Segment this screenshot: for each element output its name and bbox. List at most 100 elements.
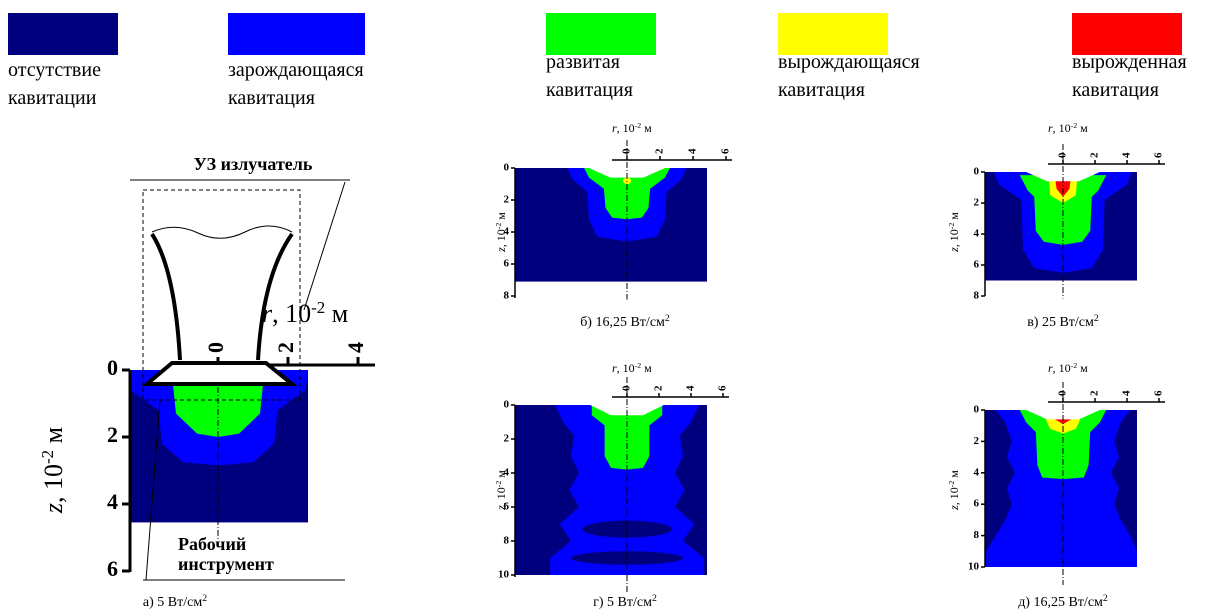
z-tick-label: 0 bbox=[974, 404, 980, 416]
r-tick-label: 4 bbox=[685, 385, 697, 391]
z-tick-label: 2 bbox=[504, 194, 510, 206]
caption-sup: 2 bbox=[202, 593, 207, 604]
legend-swatch bbox=[778, 13, 888, 55]
legend-label: кавитация bbox=[778, 79, 865, 101]
z-tick-label: 6 bbox=[974, 259, 980, 271]
figure: отсутствие кавитации зарождающаяся кавитаци… bbox=[0, 0, 1226, 616]
z-axis-label: z, 10-2 м bbox=[947, 470, 962, 511]
tool-label: Рабочий bbox=[178, 534, 246, 554]
r-axis-label: r, 10-2 м bbox=[612, 361, 652, 376]
z-tick-label: 4 bbox=[974, 228, 980, 240]
z-tick-label: 2 bbox=[974, 435, 980, 447]
r-tick-label: 4 bbox=[1121, 390, 1133, 396]
panel-caption: г) 5 Вт/см2 bbox=[593, 593, 657, 611]
legend-swatch bbox=[1072, 13, 1182, 55]
contour-plot bbox=[985, 410, 1137, 567]
z-tick-label: 4 bbox=[107, 489, 118, 514]
caption-text: д) 16,25 Вт/см bbox=[1018, 595, 1103, 610]
legend-label: вырожденная bbox=[1072, 51, 1187, 73]
caption-sup: 2 bbox=[1103, 593, 1108, 604]
axis-text: , 10 bbox=[947, 487, 961, 505]
legend-label: развитая bbox=[546, 51, 620, 73]
legend-swatch bbox=[8, 13, 118, 55]
r-tick-label: 2 bbox=[654, 148, 666, 154]
r-tick-label: 6 bbox=[1153, 390, 1165, 396]
r-tick-label: 4 bbox=[343, 342, 368, 353]
horn-right bbox=[258, 234, 292, 360]
legend-label: кавитация bbox=[1072, 79, 1159, 101]
axis-text: , 10 bbox=[494, 487, 508, 505]
r-tick-label: 6 bbox=[717, 385, 729, 391]
axis-text: , 10 bbox=[1053, 361, 1071, 375]
caption-text: б) 16,25 Вт/см bbox=[580, 315, 665, 330]
horn-flange bbox=[147, 363, 292, 384]
axis-text: , 10 bbox=[494, 229, 508, 247]
tool-label: инструмент bbox=[178, 554, 274, 574]
r-axis-label: r, 10-2 м bbox=[262, 298, 348, 329]
z-axis-label: z, 10-2 м bbox=[494, 212, 509, 253]
r-tick-label: 2 bbox=[1089, 152, 1101, 158]
axis-unit: м bbox=[947, 212, 961, 223]
panel-caption: в) 25 Вт/см2 bbox=[1027, 313, 1099, 331]
z-tick-label: 8 bbox=[504, 290, 510, 302]
legend-label: кавитация bbox=[546, 79, 633, 101]
z-tick-label: 0 bbox=[107, 355, 118, 380]
r-tick-label: 6 bbox=[1153, 152, 1165, 158]
legend-label: отсутствие bbox=[8, 59, 101, 81]
r-tick-label: 2 bbox=[653, 385, 665, 391]
caption-sup: 2 bbox=[652, 593, 657, 604]
callout bbox=[304, 182, 345, 310]
panel-caption: д) 16,25 Вт/см2 bbox=[1018, 593, 1108, 611]
axis-text: , 10 bbox=[947, 229, 961, 247]
axis-unit: м bbox=[494, 212, 508, 223]
contour-plot bbox=[515, 405, 707, 575]
panel-caption: а) 5 Вт/см2 bbox=[143, 593, 207, 611]
z-tick-label: 2 bbox=[504, 433, 510, 445]
z-axis-label: z, 10-2 м bbox=[494, 470, 509, 511]
z-tick-label: 10 bbox=[498, 569, 510, 581]
z-tick-label: 0 bbox=[504, 162, 510, 174]
contour-plot bbox=[515, 168, 707, 282]
axis-unit: м bbox=[947, 470, 961, 481]
z-tick-label: 2 bbox=[107, 422, 118, 447]
caption-sup: 2 bbox=[665, 313, 670, 324]
axis-exp: -2 bbox=[311, 298, 325, 317]
z-tick-label: 8 bbox=[974, 529, 980, 541]
r-axis-label: r, 10-2 м bbox=[1048, 121, 1088, 136]
page: {"legend":[ {"color":"#00007f","lines":[… bbox=[0, 0, 1226, 616]
z-tick-label: 4 bbox=[974, 466, 980, 478]
axis-text: , 10 bbox=[617, 361, 635, 375]
axis-exp: -2 bbox=[38, 450, 57, 464]
caption-text: г) 5 Вт/см bbox=[593, 595, 652, 610]
axis-var: z bbox=[39, 503, 68, 514]
z-tick-label: 0 bbox=[974, 166, 980, 178]
legend-swatch bbox=[228, 13, 365, 55]
legend-label: зарождающаяся bbox=[228, 59, 364, 81]
legend-swatch bbox=[546, 13, 656, 55]
axis-unit: м bbox=[325, 299, 348, 328]
axis-unit: м bbox=[494, 470, 508, 481]
z-axis-label: z, 10-2 м bbox=[38, 427, 69, 514]
legend-label: кавитация bbox=[228, 87, 315, 109]
horn-top bbox=[152, 226, 292, 238]
r-tick-label: 2 bbox=[273, 342, 298, 353]
axis-text: , 10 bbox=[1053, 121, 1071, 135]
z-tick-label: 2 bbox=[974, 197, 980, 209]
horn-left bbox=[152, 234, 180, 360]
r-axis-label: r, 10-2 м bbox=[612, 121, 652, 136]
legend-label: кавитации bbox=[8, 87, 97, 109]
axis-unit: м bbox=[1077, 361, 1088, 375]
z-tick-label: 6 bbox=[504, 258, 510, 270]
z-tick-label: 0 bbox=[504, 399, 510, 411]
r-tick-label: 4 bbox=[687, 148, 699, 154]
axis-text: , 10 bbox=[272, 299, 311, 328]
r-axis-label: r, 10-2 м bbox=[1048, 361, 1088, 376]
caption-text: а) 5 Вт/см bbox=[143, 595, 202, 610]
z-tick-label: 10 bbox=[968, 561, 980, 573]
legend-label: вырождающаяся bbox=[778, 51, 920, 73]
axis-text: , 10 bbox=[617, 121, 635, 135]
caption-text: в) 25 Вт/см bbox=[1027, 315, 1094, 330]
z-axis-label: z, 10-2 м bbox=[947, 212, 962, 253]
r-tick-label: 6 bbox=[720, 148, 732, 154]
axis-unit: м bbox=[641, 121, 652, 135]
